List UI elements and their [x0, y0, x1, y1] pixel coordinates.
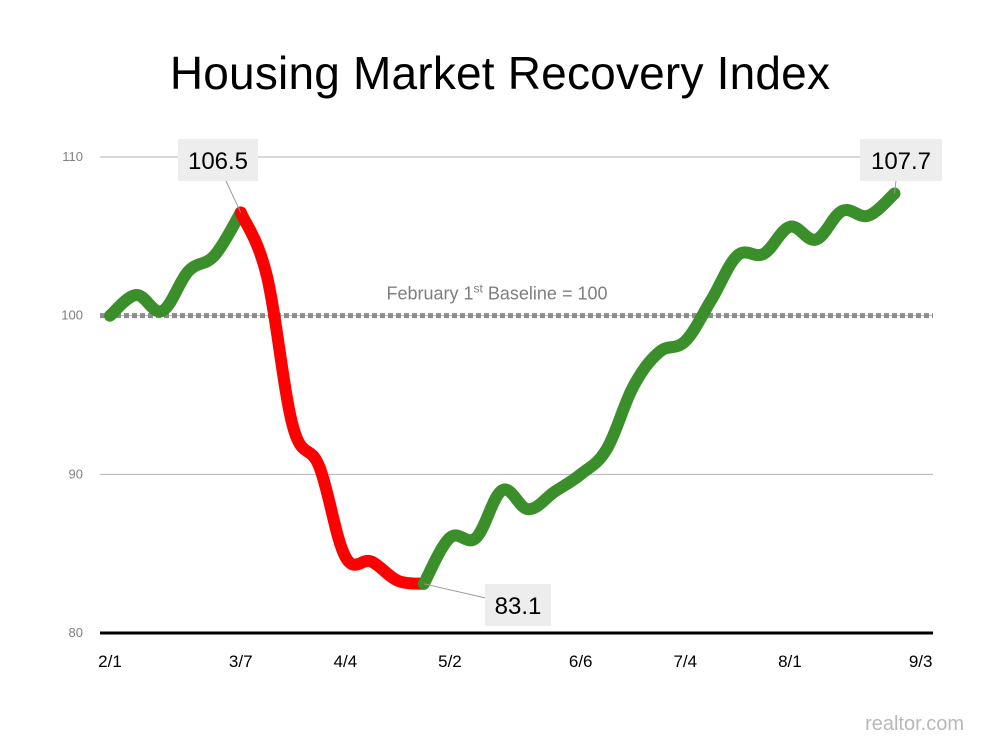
callout-leader [894, 180, 897, 194]
callout-leader [423, 583, 491, 600]
callout-box [178, 139, 258, 181]
axis-layer: 2/1 3/7 4/4 5/2 6/6 7/4 8/1 9/3 [98, 631, 933, 671]
y-tick-label: 80 [69, 625, 83, 640]
x-tick-label: 7/4 [673, 652, 697, 671]
baseline-label-main: February 1 [387, 284, 474, 304]
data-label: 106.5 [188, 148, 248, 175]
data-label: 107.7 [871, 148, 931, 175]
chart-title: Housing Market Recovery Index [169, 47, 831, 99]
x-tick-label: 6/6 [569, 652, 593, 671]
x-tick-label: 2/1 [98, 652, 122, 671]
y-tick-label: 90 [69, 466, 83, 481]
callout-box [860, 139, 942, 181]
source-credit: realtor.com [865, 713, 964, 735]
recovery-line [104, 206, 247, 322]
y-tick-label: 100 [61, 308, 83, 323]
series-layer [104, 187, 901, 590]
recovery-line [417, 187, 901, 590]
callout-box [485, 584, 551, 626]
callout-leader [225, 180, 242, 213]
baseline-label-sup: st [474, 282, 484, 296]
x-tick-label: 4/4 [334, 652, 358, 671]
decline-line [234, 206, 430, 590]
data-label: 83.1 [495, 593, 542, 620]
baseline-layer: February 1st Baseline = 100 [100, 282, 933, 319]
annotation-layer: 106.5 83.1 107.7 [178, 139, 942, 626]
baseline-label-tail: Baseline = 100 [483, 284, 608, 304]
x-tick-label: 5/2 [438, 652, 462, 671]
x-tick-label: 9/3 [909, 652, 933, 671]
grid-layer: 80 90 100 110 [61, 149, 933, 640]
x-tick-label: 8/1 [778, 652, 802, 671]
x-tick-label: 3/7 [229, 652, 253, 671]
y-tick-label: 110 [62, 149, 83, 164]
baseline-label: February 1st Baseline = 100 [387, 282, 608, 304]
